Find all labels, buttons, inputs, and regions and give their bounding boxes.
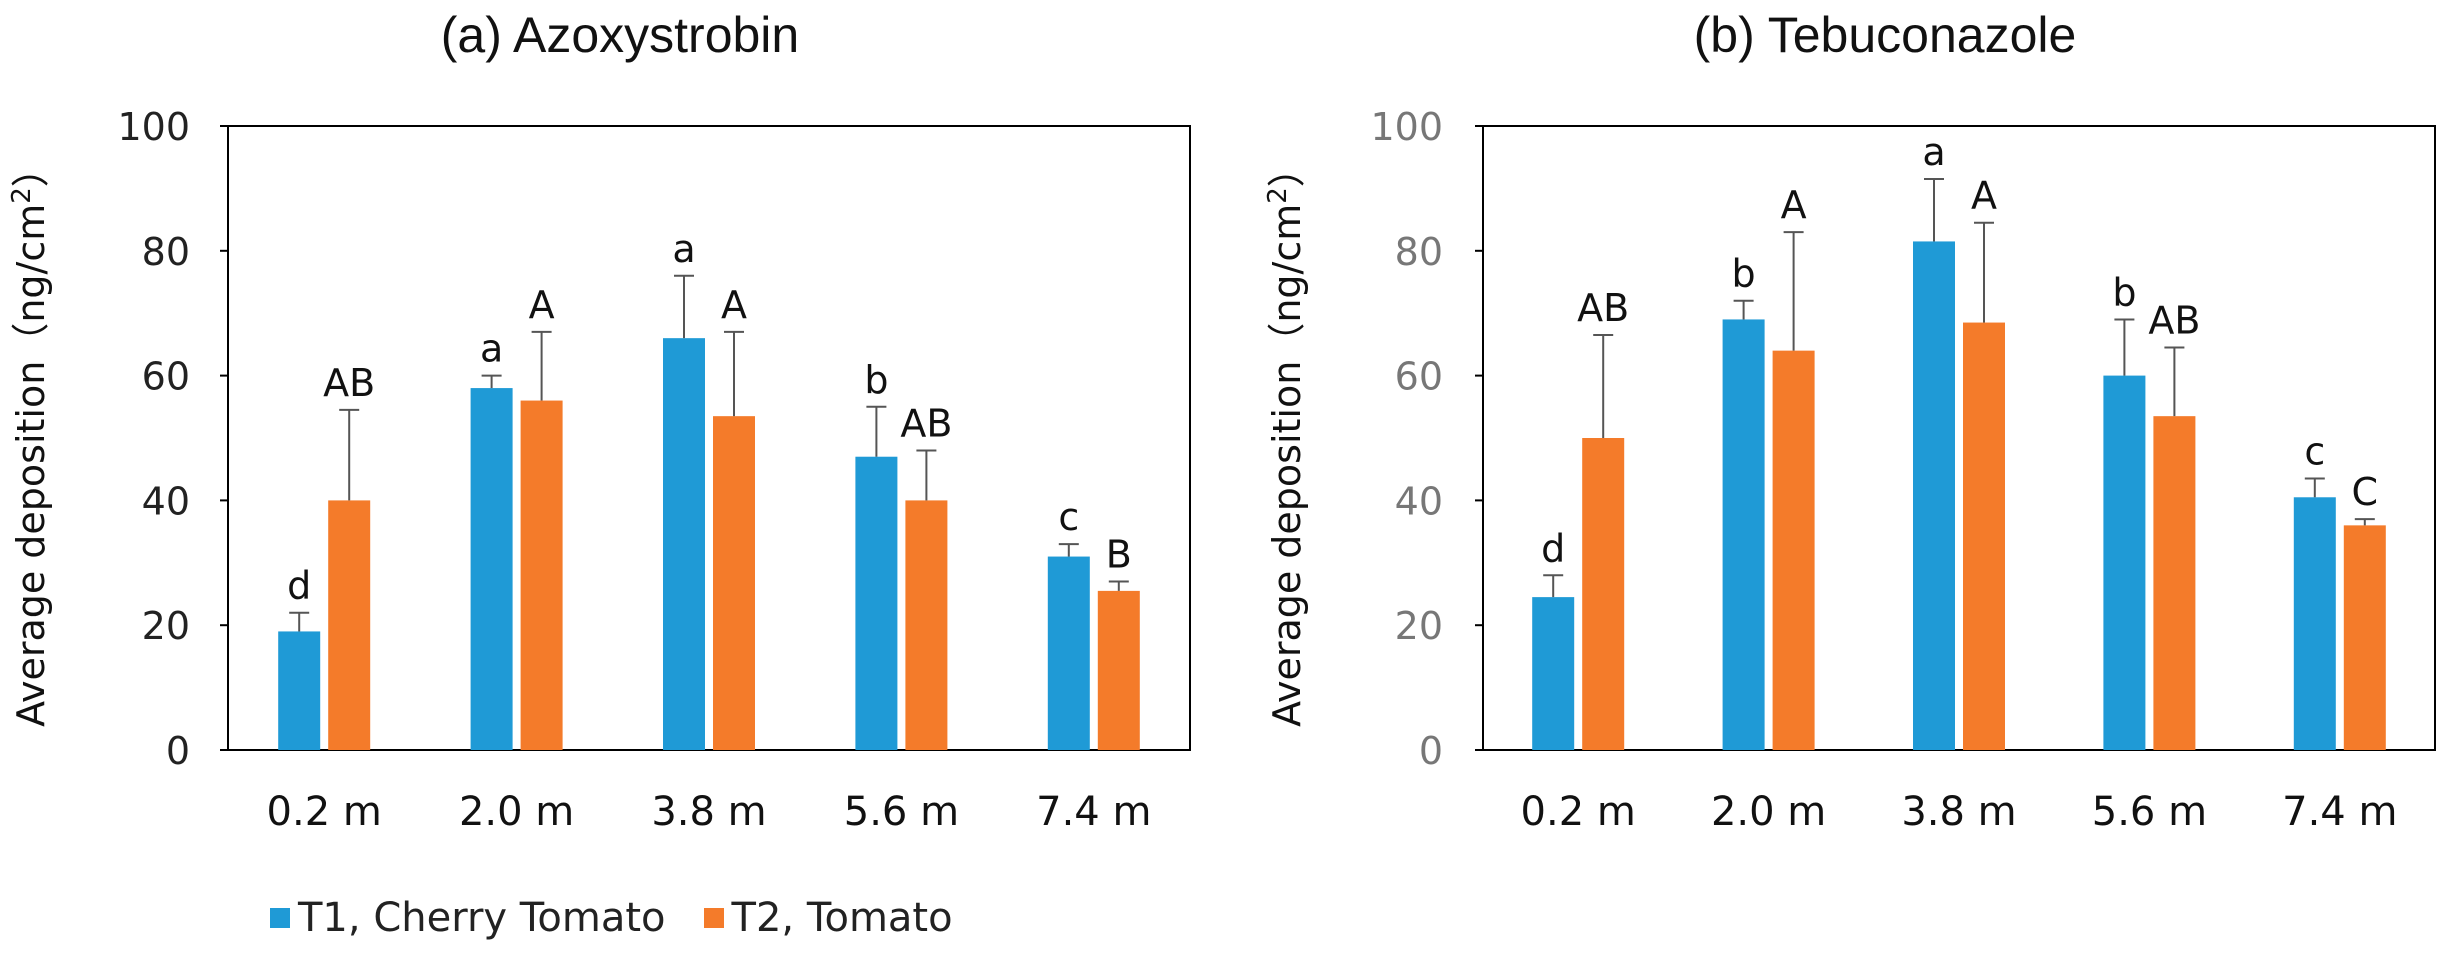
bar-t1 — [855, 456, 898, 750]
bar-t2 — [713, 416, 755, 750]
significance-label: A — [721, 283, 747, 327]
y-tick-label: 40 — [1395, 479, 1443, 523]
significance-label: b — [1732, 252, 1756, 296]
bar-t2 — [1097, 590, 1140, 750]
x-tick-label: 0.2 m — [267, 789, 382, 835]
bar-t1 — [1722, 319, 1765, 750]
significance-label: AB — [1577, 286, 1629, 330]
legend-item-t1: T1, Cherry Tomato — [270, 895, 666, 941]
bar-t2 — [520, 400, 563, 750]
significance-label: C — [2352, 470, 2379, 514]
x-tick-label: 2.0 m — [1711, 789, 1826, 835]
y-axis-label: Average deposition（ng/cm2） — [1263, 149, 1309, 727]
legend-swatch-t2 — [703, 908, 724, 928]
legend-item-t2: T2, Tomato — [703, 895, 953, 941]
significance-label: b — [2112, 270, 2136, 314]
legend-label-t1: T1, Cherry Tomato — [298, 895, 666, 941]
bar-t2 — [1963, 322, 2005, 750]
plot-frame — [227, 125, 1191, 751]
bar-t2 — [1582, 438, 1625, 750]
y-tick-label: 80 — [1395, 230, 1443, 274]
y-tick-label: 20 — [1395, 604, 1443, 648]
y-tick-label: 60 — [142, 355, 190, 399]
bar-t2 — [2343, 525, 2386, 750]
significance-label: c — [2304, 430, 2325, 474]
x-tick-label: 5.6 m — [844, 789, 959, 835]
chart-title: (b) Tebuconazole — [1694, 7, 2077, 63]
significance-label: A — [1971, 174, 1997, 218]
x-tick-label: 7.4 m — [2282, 789, 2397, 835]
bar-t1 — [2293, 497, 2336, 750]
bar-t1 — [1047, 556, 1090, 750]
x-tick-label: 3.8 m — [1901, 789, 2016, 835]
chart-title: (a) Azoxystrobin — [441, 7, 799, 63]
bar-t1 — [278, 631, 321, 750]
significance-label: B — [1106, 533, 1132, 577]
significance-label: c — [1058, 495, 1079, 539]
bar-t1 — [2103, 375, 2146, 750]
y-axis-label: Average deposition（ng/cm2） — [7, 149, 53, 727]
x-tick-label: 5.6 m — [2092, 789, 2207, 835]
x-tick-label: 2.0 m — [459, 789, 574, 835]
significance-label: b — [864, 358, 888, 402]
significance-label: A — [1781, 183, 1807, 227]
chart-panel-a: (a) Azoxystrobin 0 20 40 60 80 100 Average depo… — [7, 7, 1191, 835]
significance-label: d — [287, 564, 311, 608]
legend: T1, Cherry Tomato T2, Tomato — [270, 895, 991, 941]
significance-label: AB — [323, 361, 375, 405]
bar-t2 — [905, 500, 948, 750]
bar-t2 — [2153, 416, 2196, 750]
y-tick-label: 100 — [117, 105, 190, 149]
significance-label: A — [529, 283, 555, 327]
x-tick-label: 7.4 m — [1036, 789, 1151, 835]
significance-label: a — [1922, 130, 1945, 174]
y-tick-label: 20 — [142, 604, 190, 648]
y-tick-label: 0 — [1419, 729, 1443, 773]
significance-label: AB — [900, 401, 952, 445]
y-tick-label: 100 — [1370, 105, 1443, 149]
y-tick-label: 40 — [142, 479, 190, 523]
chart-panel-b: (b) Tebuconazole 0 20 40 60 80 100 Average depo… — [1263, 7, 2436, 835]
significance-label: a — [480, 327, 503, 371]
bar-t1 — [1913, 241, 1955, 750]
plot-frame — [1482, 125, 2436, 751]
legend-label-t2: T2, Tomato — [731, 895, 953, 941]
y-tick-label: 80 — [142, 230, 190, 274]
y-tick-label: 60 — [1395, 355, 1443, 399]
x-tick-label: 0.2 m — [1521, 789, 1636, 835]
significance-label: AB — [2148, 299, 2200, 343]
legend-swatch-t1 — [270, 908, 290, 928]
significance-label: a — [672, 227, 695, 271]
significance-label: d — [1541, 526, 1565, 570]
bar-t1 — [1532, 597, 1575, 750]
bar-t1 — [663, 338, 705, 750]
bar-t1 — [470, 388, 513, 750]
x-tick-label: 3.8 m — [651, 789, 766, 835]
bar-t2 — [328, 500, 371, 750]
bar-t2 — [1772, 350, 1815, 750]
y-tick-label: 0 — [166, 729, 190, 773]
